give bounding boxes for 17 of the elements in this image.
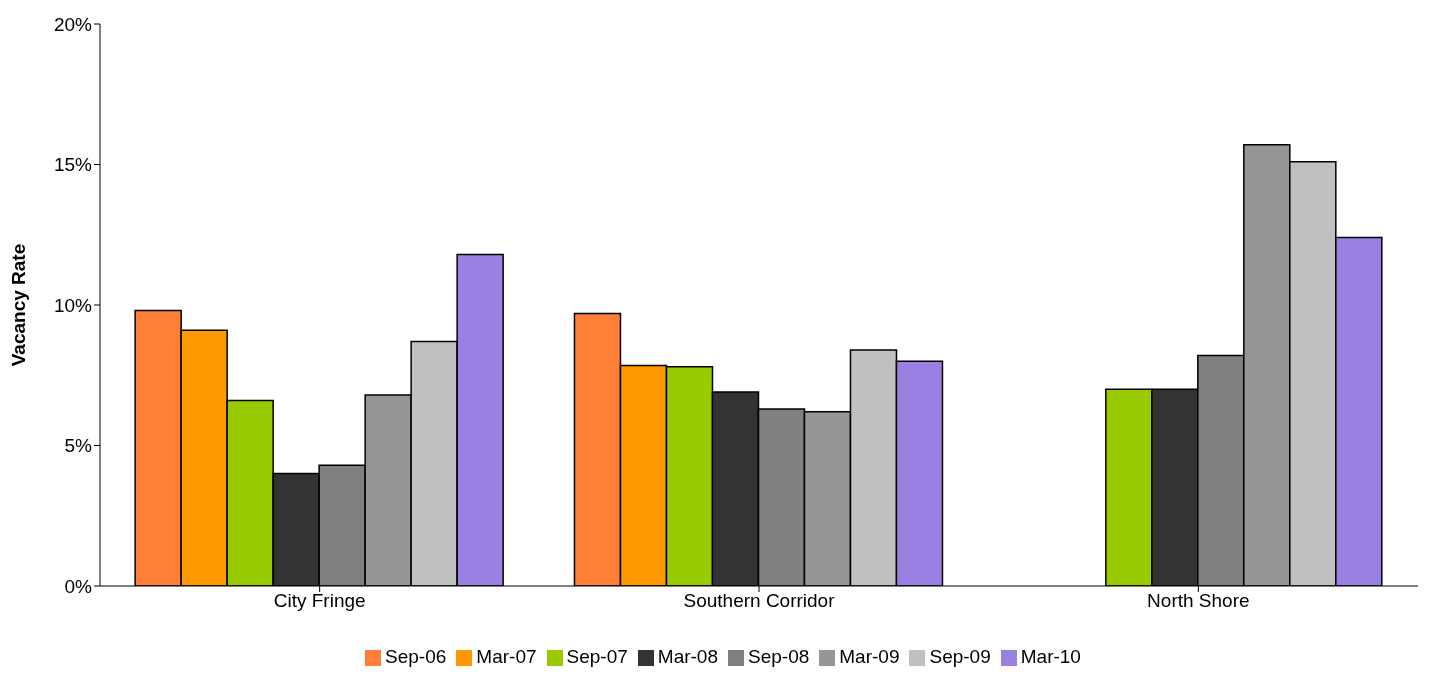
x-tick-label: City Fringe [273,590,366,612]
y-tick-label: 15% [53,154,93,176]
x-tick-label: North Shore [1147,590,1250,612]
y-tick-label: 10% [53,294,93,316]
legend-label: Mar-10 [1020,646,1081,667]
x-tick-label: Southern Corridor [683,590,836,612]
y-axis-title: Vacancy Rate [7,243,29,367]
legend-label: Mar-07 [476,646,537,667]
legend-label: Sep-07 [566,646,628,667]
legend-label: Sep-06 [385,646,447,667]
legend-label: Sep-08 [748,646,810,667]
legend-label: Mar-08 [657,646,718,667]
y-tick-label: 20% [53,13,93,35]
legend-label: Sep-09 [929,646,991,667]
legend-label: Mar-09 [839,646,900,667]
y-tick-label: 5% [64,435,93,457]
y-tick-label: 0% [64,575,93,597]
